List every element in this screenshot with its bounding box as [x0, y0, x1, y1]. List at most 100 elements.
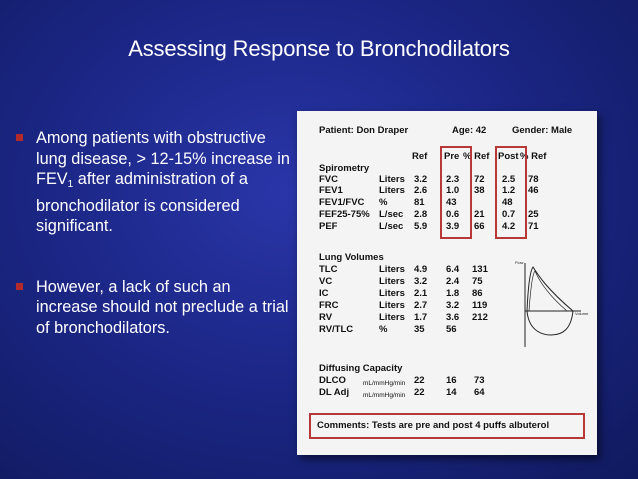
row-post-pct: 25	[528, 209, 539, 220]
header-pct-ref-pre: % Ref	[463, 151, 490, 162]
slide-title: Assessing Response to Bronchodilators	[128, 36, 510, 61]
row-ref: 22	[414, 387, 425, 398]
row-unit: mL/mmHg/min	[363, 380, 406, 387]
row-pre-pct: 86	[472, 288, 483, 299]
row-post: 4.2	[502, 221, 516, 232]
row-name: FVC	[319, 174, 338, 185]
row-unit: Liters	[379, 185, 405, 196]
comments-box	[309, 413, 585, 439]
row-name: DL Adj	[319, 387, 350, 398]
row-ref: 22	[414, 375, 425, 386]
section-spirometry: Spirometry	[319, 163, 370, 174]
row-unit: %	[379, 324, 388, 335]
row-unit: %	[379, 197, 388, 208]
row-unit: L/sec	[379, 221, 404, 232]
comments-text: Comments: Tests are pre and post 4 puffs…	[317, 420, 550, 431]
row-unit: Liters	[379, 174, 405, 185]
row-pre: 1.0	[446, 185, 460, 196]
row-name: FEF25-75%	[319, 209, 370, 220]
header-pct-ref-post: % Ref	[520, 151, 547, 162]
row-post: 1.2	[502, 185, 516, 196]
row-pre: 56	[446, 324, 457, 335]
flow-axis-label: Flow	[515, 260, 524, 265]
row-name: PEF	[319, 221, 338, 232]
row-pre-pct: 21	[474, 209, 485, 220]
row-name: TLC	[319, 264, 338, 275]
row-pre: 2.3	[446, 174, 460, 185]
expiratory-curve	[526, 266, 574, 312]
row-post: 48	[502, 197, 513, 208]
row-pre-pct: 75	[472, 276, 483, 287]
row-pre: 3.9	[446, 221, 460, 232]
row-ref: 2.1	[414, 288, 428, 299]
row-pre: 2.4	[446, 276, 460, 287]
row-post: 0.7	[502, 209, 516, 220]
bullet-item: However, a lack of such an increase shou…	[16, 277, 296, 339]
patient-gender: Gender: Male	[512, 125, 573, 136]
bullet-item: Among patients with obstructive lung dis…	[16, 128, 296, 237]
row-unit: mL/mmHg/min	[363, 392, 406, 399]
row-pre: 6.4	[446, 264, 460, 275]
bullet-text: Among patients with obstructive lung dis…	[36, 129, 290, 235]
row-post-pct: 78	[528, 174, 539, 185]
pft-report-card: Patient: Don Draper Age: 42 Gender: Male…	[297, 111, 597, 455]
header-post: Post	[498, 151, 519, 162]
row-unit: Liters	[379, 264, 405, 275]
section-lung-volumes: Lung Volumes	[319, 252, 384, 263]
inspiratory-curve	[526, 310, 574, 336]
row-unit: Liters	[379, 288, 405, 299]
row-ref: 2.7	[414, 300, 428, 311]
header-pre: Pre	[444, 151, 460, 162]
row-ref: 35	[414, 324, 425, 335]
row-unit: Liters	[379, 276, 405, 287]
row-pre: 43	[446, 197, 457, 208]
row-post-pct: 46	[528, 185, 539, 196]
row-pre-pct: 119	[472, 300, 488, 311]
bullet-square-icon	[16, 134, 23, 141]
bullet-list: Among patients with obstructive lung dis…	[16, 128, 296, 338]
volume-axis-label: Volume	[575, 311, 589, 316]
row-ref: 3.2	[414, 276, 428, 287]
row-name: RV	[319, 312, 333, 323]
row-pre-pct: 72	[474, 174, 485, 185]
row-pre: 0.6	[446, 209, 460, 220]
row-ref: 3.2	[414, 174, 428, 185]
row-name: VC	[319, 276, 333, 287]
patient-age: Age: 42	[452, 125, 487, 136]
row-pre-pct: 66	[474, 221, 485, 232]
pre-column-highlight	[440, 146, 472, 239]
row-post-pct: 71	[528, 221, 539, 232]
row-ref: 5.9	[414, 221, 428, 232]
row-name: FRC	[319, 300, 339, 311]
row-ref: 1.7	[414, 312, 428, 323]
row-ref: 2.8	[414, 209, 428, 220]
bullet-square-icon	[16, 282, 23, 290]
row-pre-pct: 38	[474, 185, 485, 196]
flow-volume-loop: Flow Volume	[515, 260, 589, 347]
expiratory-curve-post	[528, 270, 568, 312]
row-unit: Liters	[379, 300, 405, 311]
section-diffusing: Diffusing Capacity	[319, 363, 403, 374]
row-post: 2.5	[502, 174, 516, 185]
row-ref: 2.6	[414, 185, 428, 196]
row-unit: L/sec	[379, 209, 404, 220]
row-unit: Liters	[379, 312, 405, 323]
row-name: DLCO	[319, 375, 346, 386]
patient-name: Patient: Don Draper	[319, 125, 409, 136]
row-name: IC	[319, 288, 329, 299]
post-column-highlight	[495, 146, 527, 239]
row-pre-pct: 73	[474, 375, 485, 386]
row-ref: 4.9	[414, 264, 428, 275]
row-pre: 16	[446, 375, 457, 386]
row-ref: 81	[414, 197, 425, 208]
row-pre: 14	[446, 387, 457, 398]
row-pre-pct: 212	[472, 312, 488, 323]
row-name: RV/TLC	[319, 324, 354, 335]
header-ref: Ref	[412, 151, 428, 162]
row-name: FEV1/FVC	[319, 197, 365, 208]
row-pre-pct: 64	[474, 387, 485, 398]
row-pre: 3.2	[446, 300, 460, 311]
row-pre: 1.8	[446, 288, 460, 299]
row-pre-pct: 131	[472, 264, 488, 275]
row-pre: 3.6	[446, 312, 460, 323]
